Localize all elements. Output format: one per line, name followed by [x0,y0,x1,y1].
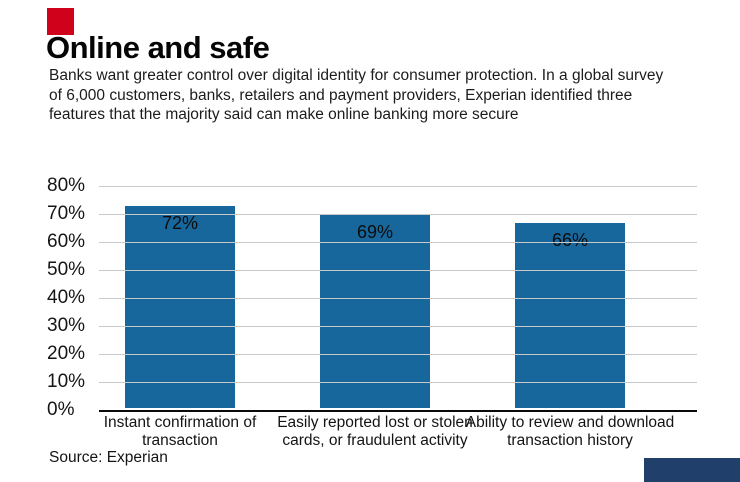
gridline [99,354,697,355]
bar-instant-confirmation: 72% [125,206,235,408]
y-axis-tick-label: 70% [47,203,86,224]
gridline [99,242,697,243]
chart-title: Online and safe [46,30,270,65]
x-axis-line [99,410,697,412]
gridline [99,382,697,383]
gridline [99,186,697,187]
footer-navy-block [644,458,740,482]
gridline [99,326,697,327]
y-axis-tick-label: 60% [47,231,86,252]
x-axis-category-label: Instant confirmation of transaction [103,414,257,449]
y-axis-tick-label: 30% [47,315,86,336]
y-axis-tick-label: 80% [47,175,86,196]
y-axis-tick-label: 50% [47,259,86,280]
x-axis-category-label: Easily reported lost or stolen cards, or… [277,414,473,449]
chart-description: Banks want greater control over digital … [49,67,664,123]
gridline [99,298,697,299]
brand-red-square [47,8,74,35]
plot-area: 72% 69% 66% [99,186,697,412]
y-axis-tick-label: 0% [47,399,75,420]
x-axis-category-label: Ability to review and download transacti… [465,414,675,449]
gridline [99,270,697,271]
bar-chart-area: 72% 69% 66% 80% 70% 60% 50% 40% 30% 20% 10% 0% [0,175,740,420]
y-axis-tick-label: 10% [47,371,86,392]
bar-value-label: 69% [356,221,394,242]
bar-lost-stolen-cards: 69% [320,214,430,408]
y-axis-tick-label: 40% [47,287,86,308]
source-credit: Source: Experian [49,449,168,466]
bar-transaction-history: 66% [515,223,625,408]
gridline [99,214,697,215]
bar-value-label: 66% [551,230,589,251]
y-axis-tick-label: 20% [47,343,86,364]
bar-value-label: 72% [161,213,199,234]
